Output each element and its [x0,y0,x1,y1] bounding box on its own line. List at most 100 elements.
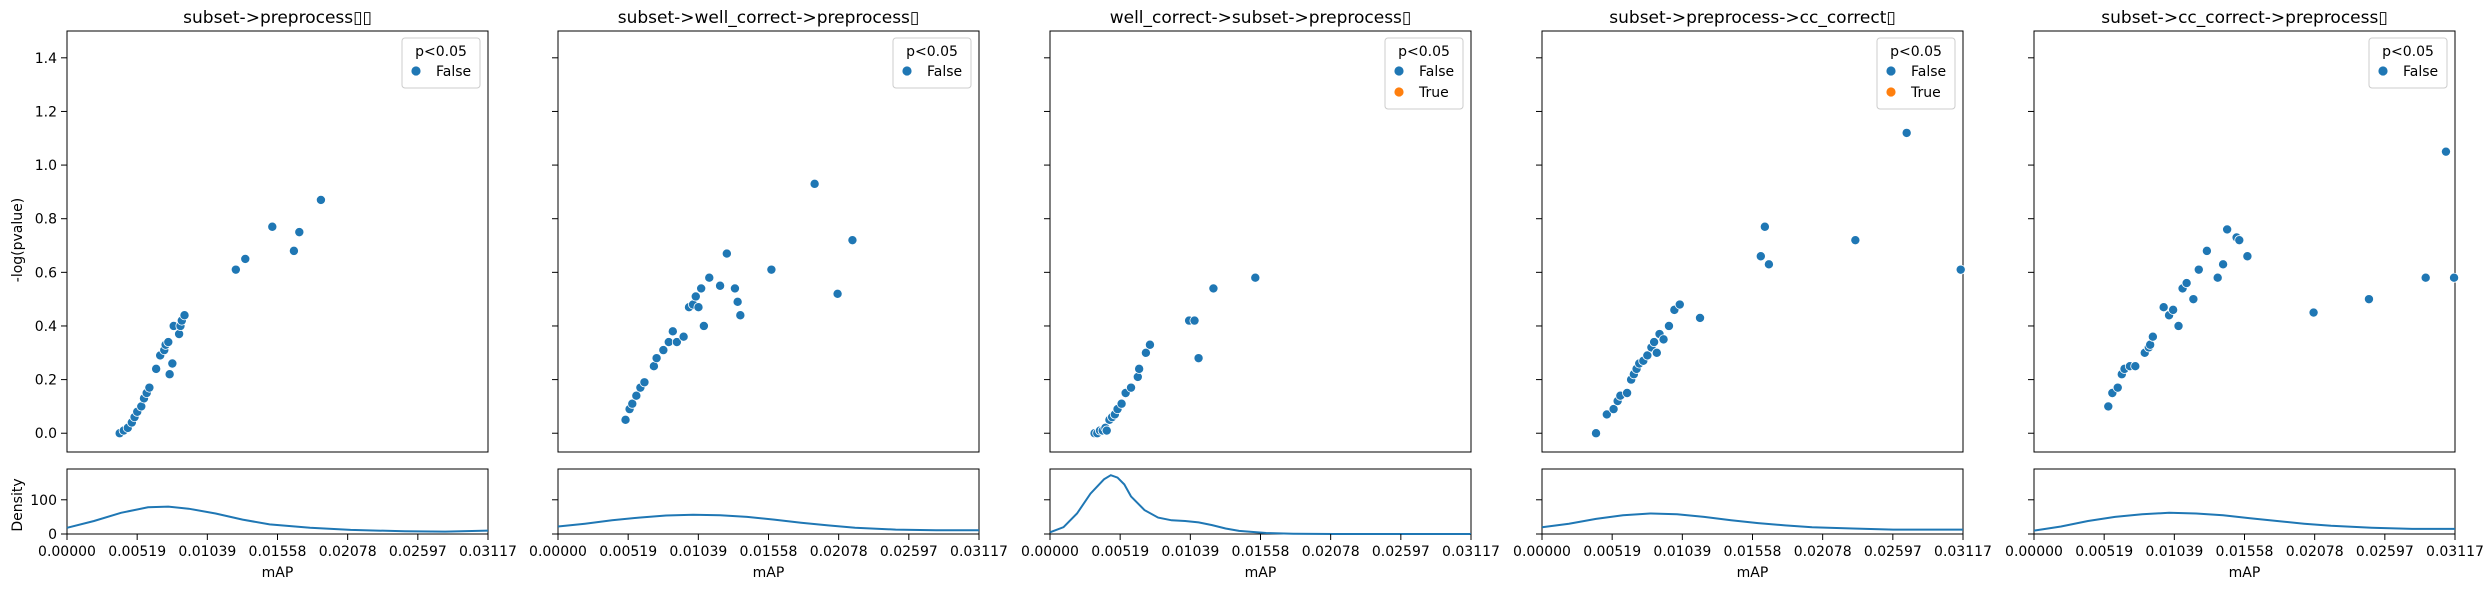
x-tick-label: 0.02078 [2286,544,2344,560]
x-tick-label: 0.00000 [1021,544,1079,560]
legend-label-false: False [1911,64,1946,80]
y-tick-label: 0.0 [35,426,57,442]
scatter-point [1608,404,1619,415]
legend-box [1384,37,1464,110]
x-axis-label: mAP [2229,565,2261,581]
scatter-point [832,288,843,299]
y-tick-label: 0.6 [35,265,57,281]
legend-box [1876,37,1956,110]
scatter-axes-frame [1541,30,1964,453]
x-tick-label: 0.01558 [2216,544,2274,560]
chart-title: subset->well_correct->preprocess▯ [618,8,920,28]
scatter-point [1591,428,1602,439]
x-tick-label: 0.00519 [599,544,657,560]
x-tick-label: 0.02078 [810,544,868,560]
scatter-point [2222,224,2233,235]
y-tick-label: 1.4 [35,51,57,67]
scatter-point [2363,294,2374,305]
x-tick-label: 0.02597 [2356,544,2414,560]
scatter-point [1763,259,1774,270]
density-y-tick-label: 0 [48,527,57,543]
scatter-point [2218,259,2229,270]
scatter-point [1674,299,1685,310]
legend-label-false: False [2403,64,2438,80]
scatter-point [693,302,704,313]
scatter-point [651,353,662,364]
density-axes-frame [557,468,980,535]
scatter-point [658,345,669,356]
scatter-point [2242,251,2253,262]
scatter-point [2420,272,2431,283]
scatter-point [2130,361,2141,372]
scatter-point [2193,264,2204,275]
chart-panel-2: subset->well_correct->preprocess▯ p<0.05 F… [529,8,1008,581]
density-axes-frame [2033,468,2456,535]
x-tick-label: 0.01558 [249,544,307,560]
x-tick-label: 0.01558 [1724,544,1782,560]
legend-marker-false [2377,65,2389,77]
x-tick-label: 0.03117 [459,544,517,560]
scatter-point [1759,221,1770,232]
legend-marker-false [1393,65,1405,77]
scatter-point [1144,339,1155,350]
density-curve [1049,474,1471,535]
x-axis-label: mAP [1245,565,1277,581]
x-tick-label: 0.01558 [1232,544,1290,560]
scatter-point [315,194,326,205]
x-tick-label: 0.00000 [1513,544,1571,560]
scatter-point [1622,388,1633,399]
scatter-point [729,283,740,294]
x-tick-label: 0.00519 [1091,544,1149,560]
legend-marker-true [1393,86,1405,98]
scatter-point [732,296,743,307]
chart-title: subset->preprocess▯▯ [183,8,372,28]
legend-title: p<0.05 [415,44,467,60]
scatter-point [163,337,174,348]
scatter-point [294,227,305,238]
scatter-axes-frame [557,30,980,453]
y-axis-label-top: -log(pvalue) [10,198,26,282]
y-tick-label: 0.2 [35,373,57,389]
scatter-point [179,310,190,321]
y-tick-label: 0.4 [35,319,57,335]
legend-label-false: False [1419,64,1454,80]
scatter-axes-frame [1049,30,1472,453]
scatter-point [174,329,185,340]
scatter-point [1695,312,1706,323]
scatter-point [1663,320,1674,331]
scatter-point [230,264,241,275]
x-tick-label: 0.01039 [178,544,236,560]
x-tick-label: 0.01039 [2145,544,2203,560]
legend-marker-false [410,65,422,77]
legend-title: p<0.05 [1398,44,1450,60]
scatter-axes-frame [66,30,489,453]
scatter-point [2440,146,2451,157]
scatter-point [667,326,678,337]
legend-box [892,37,972,89]
x-tick-label: 0.01039 [1653,544,1711,560]
density-axes-frame [1049,468,1472,535]
chart-panel-3: well_correct->subset->preprocess▯ p<0.05 F… [1021,8,1500,581]
scatter-point [1126,382,1137,393]
scatter-point [1208,283,1219,294]
chart-panel-1: subset->preprocess▯▯ 0.0 0.2 0.4 0.6 0.8 1.0 1.… [30,8,517,581]
x-tick-label: 0.02597 [1864,544,1922,560]
scatter-point [2188,294,2199,305]
x-tick-label: 0.02078 [319,544,377,560]
legend-marker-false [1885,65,1897,77]
scatter-point [1134,363,1145,374]
legend-box [401,37,481,89]
scatter-point [2158,302,2169,313]
scatter-point [631,390,642,401]
scatter-point [1101,425,1112,436]
x-tick-label: 0.02078 [1302,544,1360,560]
scatter-point [164,369,175,380]
scatter-point [704,272,715,283]
scatter-point [1755,251,1766,262]
legend-label-false: False [927,64,962,80]
scatter-point [1651,347,1662,358]
legend: p<0.05 False True [1384,37,1464,110]
x-tick-label: 0.00000 [529,544,587,560]
chart-panel-5: subset->cc_correct->preprocess▯ p<0.05 Fal… [2005,8,2484,581]
scatter-point [1658,334,1669,345]
